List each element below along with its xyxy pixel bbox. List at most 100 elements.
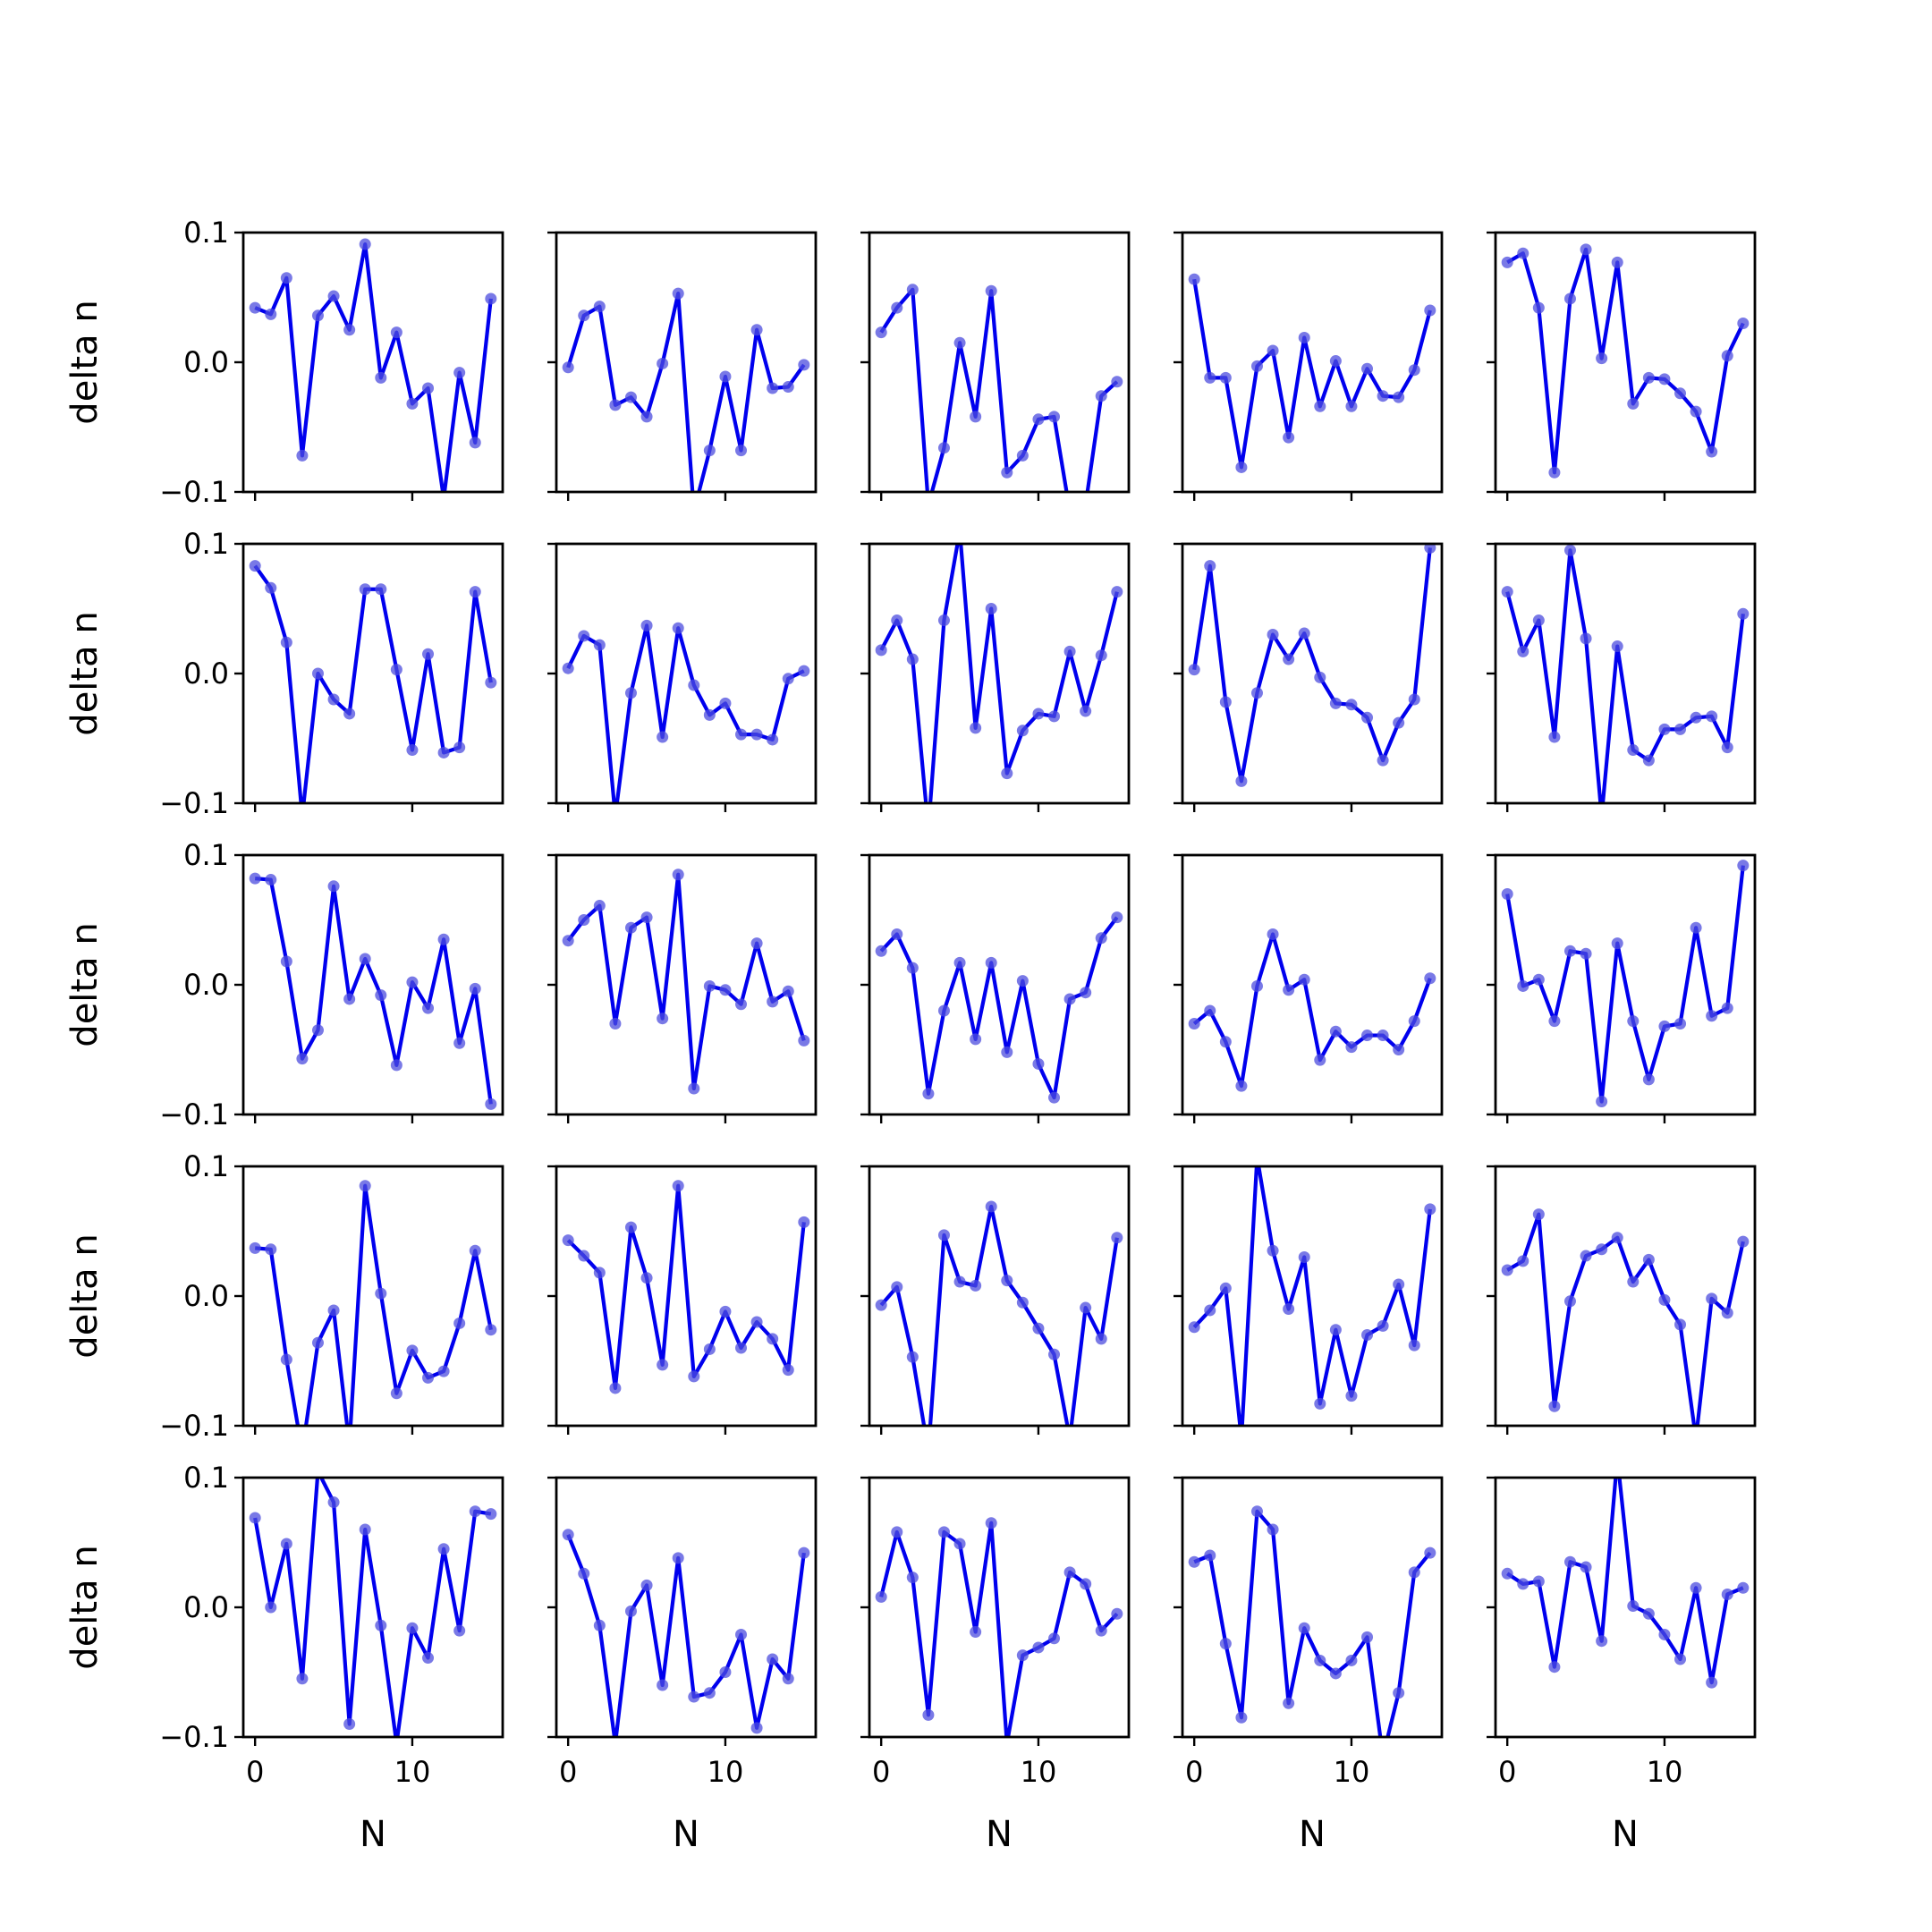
data-point [1345,1390,1358,1402]
data-point [390,326,402,339]
data-point [1001,767,1013,780]
y-axis-label: delta n [64,922,106,1046]
data-point [1267,1244,1279,1257]
series-line [879,1204,1119,1426]
data-point [1658,373,1671,386]
data-point [1095,649,1107,662]
data-point [327,693,340,706]
data-point [280,1538,292,1550]
data-point [1283,653,1295,665]
data-point [1095,390,1107,402]
x-tick-label: 10 [708,1755,744,1789]
data-point [1424,1546,1436,1559]
data-point [1048,1091,1061,1104]
data-point [1204,560,1216,572]
subplot-3-2 [547,853,818,1123]
data-point [296,1673,309,1685]
data-point [1204,371,1216,384]
data-point [1250,979,1263,992]
data-point [922,1088,935,1100]
data-point [311,667,324,680]
data-point [1424,304,1436,317]
data-point [767,1333,779,1345]
data-point [1580,632,1592,645]
data-point [327,880,340,893]
y-tick-label: −0.1 [159,786,229,820]
y-tick-label: −0.1 [159,1097,229,1131]
data-point [640,619,653,631]
data-point [1501,888,1513,900]
data-point [406,1622,419,1634]
data-point [767,382,779,394]
data-point [1095,1624,1107,1637]
data-point [1283,1303,1295,1315]
data-point [359,1523,371,1536]
data-point [609,1382,622,1394]
data-point [875,326,887,339]
data-point [1611,1232,1623,1244]
subplot-data [1501,1208,1750,1426]
y-axis-label: delta n [64,300,106,424]
data-point [798,1216,810,1228]
subplot-2-2 [547,542,818,812]
data-point [609,399,622,411]
series-line [879,544,1119,803]
data-point [1329,355,1342,368]
data-point [1658,723,1671,735]
data-point [1642,371,1655,384]
data-point [1408,1015,1420,1028]
data-point [640,1272,653,1284]
data-point [1111,1607,1123,1620]
data-point [359,953,371,965]
x-axis-label: N [1299,1814,1326,1855]
data-point [1095,1333,1107,1345]
data-point [265,308,277,320]
data-point [1032,1641,1045,1654]
subplot-1-5 [1487,231,1757,501]
data-point [1408,364,1420,377]
data-point [1393,1044,1405,1055]
y-tick-label: 0.0 [183,1590,229,1624]
data-point [1267,1523,1279,1536]
data-point [688,679,700,691]
data-point [1611,256,1623,268]
data-point [1642,1073,1655,1086]
subplot-1-3 [860,231,1131,501]
data-point [970,1033,982,1046]
data-point [1627,1600,1640,1613]
data-point [970,1279,982,1292]
subplot-5-3: 0 10N [860,1476,1131,1855]
data-point [390,1059,402,1072]
data-point [1737,607,1750,620]
data-point [1627,1275,1640,1288]
data-point [735,998,748,1011]
x-tick-label: 0 [1498,1755,1516,1789]
data-point [485,1508,497,1521]
data-point [1188,1018,1200,1030]
data-point [891,614,903,627]
subplot-1-2 [547,231,818,501]
data-point [1393,1687,1405,1699]
data-point [953,336,966,349]
data-point [1658,1293,1671,1306]
data-point [1032,1322,1045,1335]
data-point [562,1234,574,1247]
data-point [1706,1292,1718,1305]
data-point [327,290,340,302]
data-point [1393,1278,1405,1291]
x-axis-label: N [360,1814,386,1855]
data-point [937,1004,950,1017]
data-point [1111,911,1123,924]
data-point [1611,937,1623,950]
data-point [1642,1253,1655,1266]
data-point [1548,1400,1561,1412]
data-point [578,1250,590,1262]
data-point [1517,1578,1530,1590]
subplot-data [562,1180,810,1394]
x-tick-label: 0 [872,1755,890,1789]
data-point [249,301,261,314]
subplot-5-5: 0 10N [1487,1476,1757,1855]
data-point [657,731,669,743]
subplot-data [875,544,1123,803]
data-point [1111,376,1123,388]
